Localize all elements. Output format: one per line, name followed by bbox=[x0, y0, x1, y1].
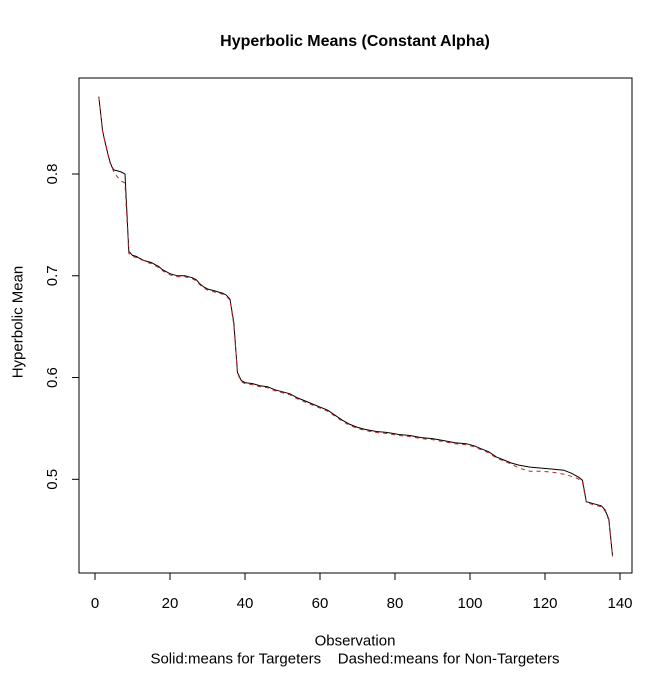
x-tick-label: 0 bbox=[91, 595, 99, 612]
x-tick-label: 80 bbox=[387, 595, 404, 612]
y-axis-label: Hyperbolic Mean bbox=[9, 265, 27, 379]
legend-caption: Solid:means for Targeters Dashed:means f… bbox=[150, 650, 560, 668]
targeters-line bbox=[98, 96, 613, 556]
x-tick-label: 60 bbox=[312, 595, 329, 612]
plot-box bbox=[78, 77, 633, 574]
non-targeters-line bbox=[98, 97, 613, 557]
y-tick-label: 0.7 bbox=[44, 265, 61, 286]
y-tick-label: 0.6 bbox=[44, 367, 61, 388]
y-tick-label: 0.8 bbox=[44, 164, 61, 185]
y-tick-label: 0.5 bbox=[44, 469, 61, 490]
x-tick-label: 20 bbox=[162, 595, 179, 612]
x-tick-label: 40 bbox=[237, 595, 254, 612]
x-tick-label: 120 bbox=[532, 595, 557, 612]
x-tick-label: 100 bbox=[457, 595, 482, 612]
chart-title: Hyperbolic Means (Constant Alpha) bbox=[220, 33, 490, 50]
x-tick-label: 140 bbox=[607, 595, 632, 612]
x-axis-label: Observation bbox=[314, 632, 396, 650]
